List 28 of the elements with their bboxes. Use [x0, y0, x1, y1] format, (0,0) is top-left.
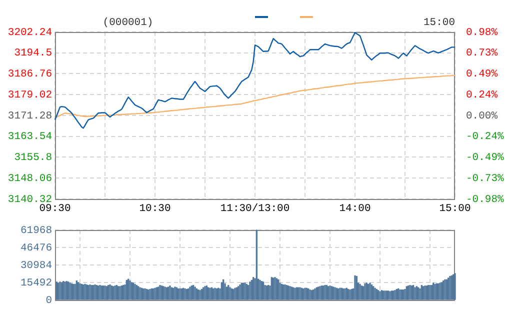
y2-tick-label: 0.98%	[466, 26, 498, 39]
y-tick-label: 3148.06	[8, 172, 52, 185]
y2-tick-label: 0.24%	[466, 89, 498, 102]
y2-tick-label: 0.73%	[466, 48, 498, 60]
y2-tick-label: 0.00%	[466, 110, 498, 122]
y-tick-label: 3171.28	[8, 110, 52, 122]
y2-tick-label: -0.73%	[466, 172, 505, 185]
y-tick-label: 30984	[20, 260, 52, 272]
x-tick-label: 10:30	[139, 203, 171, 216]
y-tick-label: 3155.8	[14, 152, 52, 164]
y-tick-label: 61968	[20, 224, 52, 237]
chart-title: (000001)	[102, 17, 154, 29]
y-tick-label: 46476	[20, 242, 52, 254]
x-tick-label: 15:00	[439, 203, 471, 216]
x-tick-label: 11:30/13:00	[220, 203, 290, 216]
text: 15:00	[423, 17, 455, 29]
y2-tick-label: -0.24%	[466, 131, 505, 144]
y-tick-label: 3202.24	[8, 26, 52, 39]
y2-tick-label: -0.49%	[466, 152, 505, 164]
y-tick-label: 0	[46, 294, 52, 307]
y2-tick-label: 0.49%	[466, 68, 498, 81]
x-tick-label: 09:30	[39, 203, 71, 216]
y-tick-label: 15492	[20, 277, 52, 290]
y-tick-label: 3186.76	[8, 68, 52, 81]
x-tick-label: 14:00	[339, 203, 371, 216]
y-tick-label: 3179.02	[8, 89, 52, 102]
y-tick-label: 3163.54	[8, 131, 52, 144]
y-tick-label: 3194.5	[14, 48, 52, 60]
